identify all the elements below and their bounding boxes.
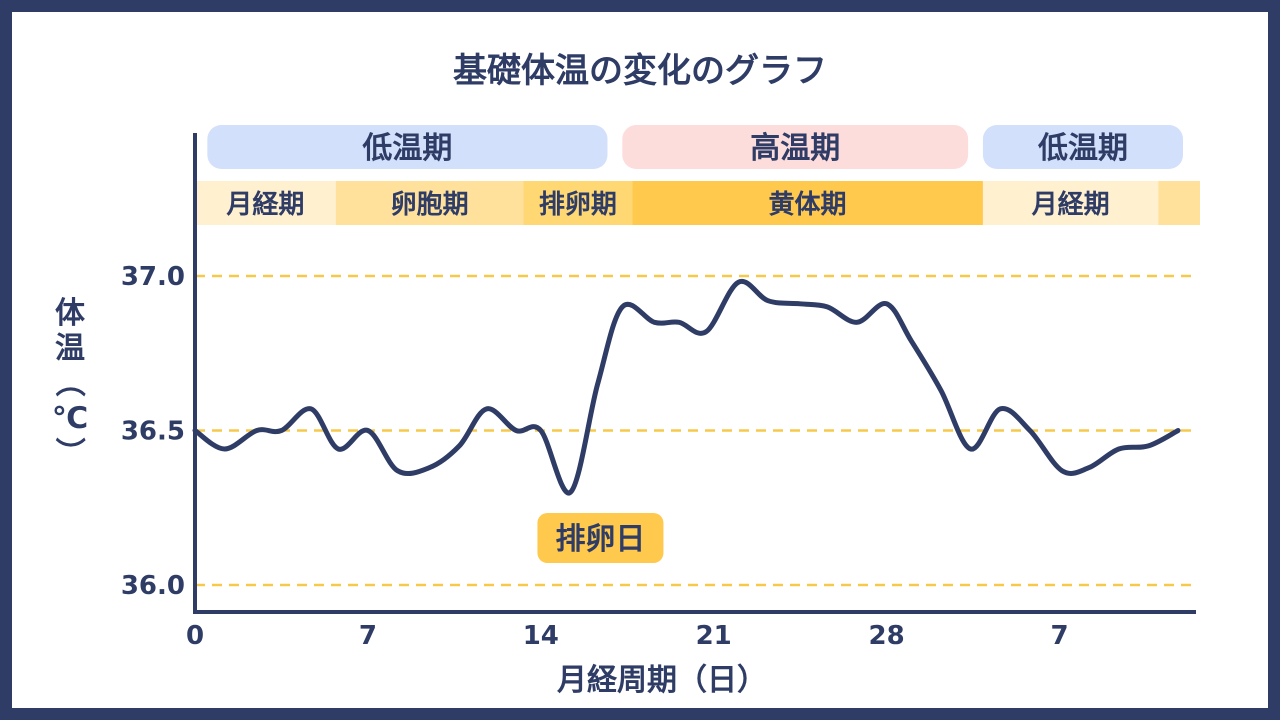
stage-label-3: 黄体期	[769, 190, 847, 220]
y-label-char-2: （	[51, 367, 86, 397]
y-tick-label-1: 36.5	[121, 417, 185, 447]
x-tick-label-4: 28	[869, 621, 905, 651]
stage-label-4: 月経期	[1031, 189, 1110, 220]
y-tick-labels: 37.0 36.5 36.0	[121, 262, 185, 601]
x-tick-label-1: 7	[359, 621, 377, 651]
series-line	[192, 278, 1181, 496]
stage-bands: 月経期 卵胞期 排卵期 黄体期 月経期	[195, 181, 1200, 225]
phase-band-1	[622, 125, 969, 169]
stage-band-3	[632, 181, 983, 225]
x-tick-label-5: 7	[1050, 621, 1068, 651]
y-axis-label: 体温（ ℃）	[51, 296, 88, 467]
x-tick-label-3: 21	[696, 621, 732, 651]
phase-band-2	[982, 125, 1183, 169]
y-label-char-0: 体	[55, 296, 86, 331]
x-tick-label-0: 0	[186, 621, 204, 651]
stage-band-1	[335, 181, 524, 225]
ovulation-annotation: 排卵日	[537, 513, 664, 563]
y-tick-label-0: 37.0	[121, 262, 185, 292]
stage-band-4	[982, 181, 1159, 225]
series-path-0	[192, 278, 1181, 496]
chart-title: 基礎体温の変化のグラフ	[453, 51, 827, 91]
y-label-char-4: ）	[51, 437, 86, 467]
ovulation-badge	[537, 513, 664, 563]
phase-label-0: 低温期	[361, 131, 452, 166]
stage-label-1: 卵胞期	[391, 189, 469, 220]
y-tick-label-2: 36.0	[121, 571, 185, 601]
y-label-char-1: 温	[55, 331, 85, 366]
stage-label-2: 排卵期	[539, 190, 617, 220]
phase-label-1: 高温期	[750, 131, 840, 166]
x-tick-label-2: 14	[523, 621, 559, 651]
stage-band-5	[1158, 181, 1200, 225]
x-tick-labels: 0 7 14 21 28 7	[186, 621, 1069, 651]
y-label-char-3: ℃	[52, 401, 88, 436]
stage-band-0	[195, 181, 336, 225]
phase-bands: 低温期 高温期 低温期	[207, 125, 1183, 169]
stage-band-2	[523, 181, 633, 225]
axes	[193, 133, 1196, 614]
grid-lines	[195, 274, 1196, 587]
stage-label-0: 月経期	[225, 189, 304, 220]
phase-band-0	[207, 125, 608, 169]
ovulation-label: 排卵日	[555, 522, 645, 557]
x-axis-label: 月経周期（日）	[557, 663, 767, 698]
phase-label-2: 低温期	[1037, 131, 1128, 166]
